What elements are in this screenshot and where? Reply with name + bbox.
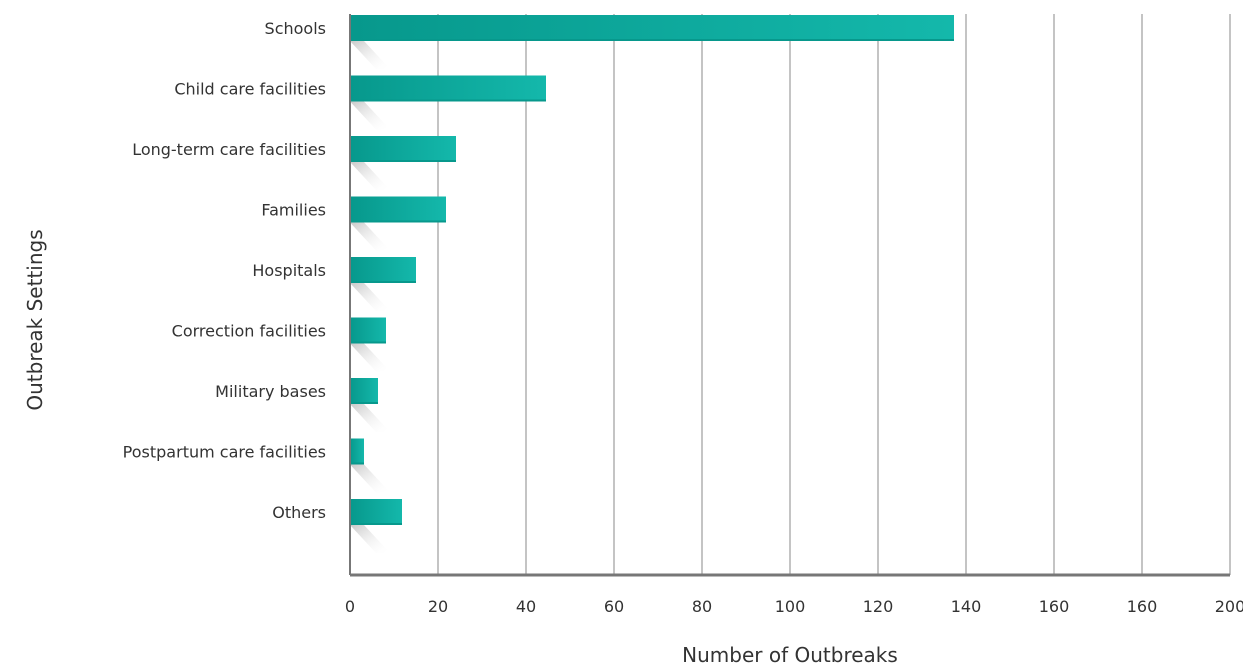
bar-shadow bbox=[350, 464, 390, 493]
bar-shadow bbox=[350, 404, 390, 432]
bar-edge bbox=[350, 220, 446, 223]
x-axis-title: Number of Outbreaks bbox=[682, 643, 898, 666]
bar-shadow bbox=[350, 283, 390, 311]
bar bbox=[350, 15, 954, 41]
x-tick-label: 140 bbox=[951, 597, 982, 616]
bar-shadow bbox=[350, 41, 390, 69]
x-tick-label: 60 bbox=[604, 597, 624, 616]
x-tick-label: 160 bbox=[1127, 597, 1158, 616]
bar bbox=[350, 378, 378, 404]
bar-edge bbox=[350, 281, 416, 283]
y-tick-label: Hospitals bbox=[252, 261, 326, 280]
axes bbox=[349, 14, 1230, 577]
x-tick-label: 20 bbox=[428, 597, 448, 616]
bar-shadow bbox=[350, 101, 390, 130]
y-tick-label: Others bbox=[272, 503, 326, 522]
bar bbox=[350, 317, 386, 344]
bar-shadow bbox=[350, 222, 390, 251]
bar bbox=[350, 438, 364, 465]
y-tick-label: Families bbox=[261, 201, 326, 220]
y-tick-label: Postpartum care facilities bbox=[123, 443, 326, 462]
bar bbox=[350, 499, 402, 525]
bar-shadow bbox=[350, 525, 390, 553]
bars bbox=[350, 15, 954, 553]
bar-edge bbox=[350, 341, 386, 344]
bar bbox=[350, 196, 446, 223]
grid-lines bbox=[437, 14, 1231, 575]
bar-shadow bbox=[350, 162, 390, 190]
bar-edge bbox=[350, 462, 364, 465]
bar-edge bbox=[350, 160, 456, 162]
x-tick-label: 40 bbox=[516, 597, 536, 616]
x-tick-label: 200 bbox=[1215, 597, 1243, 616]
y-axis-title: Outbreak Settings bbox=[23, 229, 47, 410]
x-tick-label: 120 bbox=[863, 597, 894, 616]
x-tick-label: 80 bbox=[692, 597, 712, 616]
y-tick-label: Military bases bbox=[215, 382, 326, 401]
y-tick-label: Correction facilities bbox=[172, 322, 326, 341]
x-tick-label: 0 bbox=[345, 597, 355, 616]
x-tick-label: 100 bbox=[775, 597, 806, 616]
y-tick-label: Child care facilities bbox=[174, 80, 326, 99]
bar bbox=[350, 257, 416, 283]
bar-edge bbox=[350, 402, 378, 404]
bar bbox=[350, 136, 456, 162]
y-tick-label: Long-term care facilities bbox=[132, 140, 326, 159]
bar-edge bbox=[350, 99, 546, 102]
y-tick-label: Schools bbox=[265, 19, 326, 38]
bar-shadow bbox=[350, 343, 390, 372]
x-tick-label: 160 bbox=[1039, 597, 1070, 616]
bar-edge bbox=[350, 39, 954, 41]
bar bbox=[350, 75, 546, 102]
tick-labels: 0 20 40 60 80 100 120 140 160 160 200 Schools Child … bbox=[123, 19, 1243, 616]
bar-edge bbox=[350, 523, 402, 525]
